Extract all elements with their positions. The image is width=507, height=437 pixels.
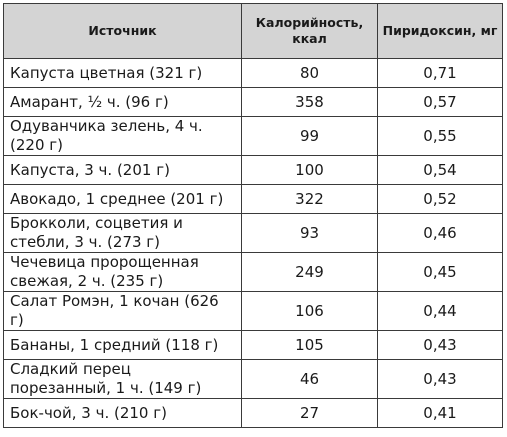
- cell-pyridoxine: 0,43: [377, 359, 503, 399]
- cell-pyridoxine: 0,71: [377, 58, 503, 88]
- cell-calories: 46: [241, 359, 378, 399]
- table-row: Чечевица пророщенная свежая, 2 ч. (235 г…: [3, 252, 503, 292]
- cell-source: Одуванчика зелень, 4 ч. (220 г): [3, 116, 242, 156]
- pyridoxine-sources-table: Источник Калорийность, ккал Пиридоксин, …: [3, 3, 503, 428]
- table-row: Капуста цветная (321 г) 80 0,71: [3, 58, 503, 88]
- cell-pyridoxine: 0,43: [377, 330, 503, 360]
- table-row: Амарант, ½ ч. (96 г) 358 0,57: [3, 87, 503, 117]
- cell-source: Салат Ромэн, 1 кочан (626 г): [3, 291, 242, 331]
- cell-calories: 105: [241, 330, 378, 360]
- table-row: Брокколи, соцветия и стебли, 3 ч. (273 г…: [3, 213, 503, 253]
- cell-calories: 358: [241, 87, 378, 117]
- cell-calories: 322: [241, 184, 378, 214]
- cell-source: Чечевица пророщенная свежая, 2 ч. (235 г…: [3, 252, 242, 292]
- table-row: Бананы, 1 средний (118 г) 105 0,43: [3, 330, 503, 360]
- cell-source: Бананы, 1 средний (118 г): [3, 330, 242, 360]
- cell-calories: 80: [241, 58, 378, 88]
- cell-pyridoxine: 0,41: [377, 398, 503, 428]
- cell-source: Сладкий перец порезанный, 1 ч. (149 г): [3, 359, 242, 399]
- cell-calories: 93: [241, 213, 378, 253]
- cell-calories: 99: [241, 116, 378, 156]
- cell-pyridoxine: 0,54: [377, 155, 503, 185]
- cell-source: Амарант, ½ ч. (96 г): [3, 87, 242, 117]
- table-row: Салат Ромэн, 1 кочан (626 г) 106 0,44: [3, 291, 503, 331]
- nutrition-table-container: Источник Калорийность, ккал Пиридоксин, …: [3, 3, 503, 428]
- cell-calories: 249: [241, 252, 378, 292]
- cell-pyridoxine: 0,55: [377, 116, 503, 156]
- cell-source: Брокколи, соцветия и стебли, 3 ч. (273 г…: [3, 213, 242, 253]
- cell-source: Бок-чой, 3 ч. (210 г): [3, 398, 242, 428]
- table-row: Авокадо, 1 среднее (201 г) 322 0,52: [3, 184, 503, 214]
- cell-calories: 106: [241, 291, 378, 331]
- table-row: Сладкий перец порезанный, 1 ч. (149 г) 4…: [3, 359, 503, 399]
- table-row: Одуванчика зелень, 4 ч. (220 г) 99 0,55: [3, 116, 503, 156]
- table-row: Бок-чой, 3 ч. (210 г) 27 0,41: [3, 398, 503, 428]
- cell-pyridoxine: 0,44: [377, 291, 503, 331]
- cell-pyridoxine: 0,45: [377, 252, 503, 292]
- cell-source: Капуста, 3 ч. (201 г): [3, 155, 242, 185]
- table-header-row: Источник Калорийность, ккал Пиридоксин, …: [3, 3, 503, 59]
- cell-calories: 27: [241, 398, 378, 428]
- table-row: Капуста, 3 ч. (201 г) 100 0,54: [3, 155, 503, 185]
- cell-pyridoxine: 0,57: [377, 87, 503, 117]
- cell-calories: 100: [241, 155, 378, 185]
- cell-source: Авокадо, 1 среднее (201 г): [3, 184, 242, 214]
- header-calories: Калорийность, ккал: [241, 3, 378, 59]
- cell-source: Капуста цветная (321 г): [3, 58, 242, 88]
- cell-pyridoxine: 0,46: [377, 213, 503, 253]
- header-source: Источник: [3, 3, 242, 59]
- cell-pyridoxine: 0,52: [377, 184, 503, 214]
- header-pyridoxine: Пиридоксин, мг: [377, 3, 503, 59]
